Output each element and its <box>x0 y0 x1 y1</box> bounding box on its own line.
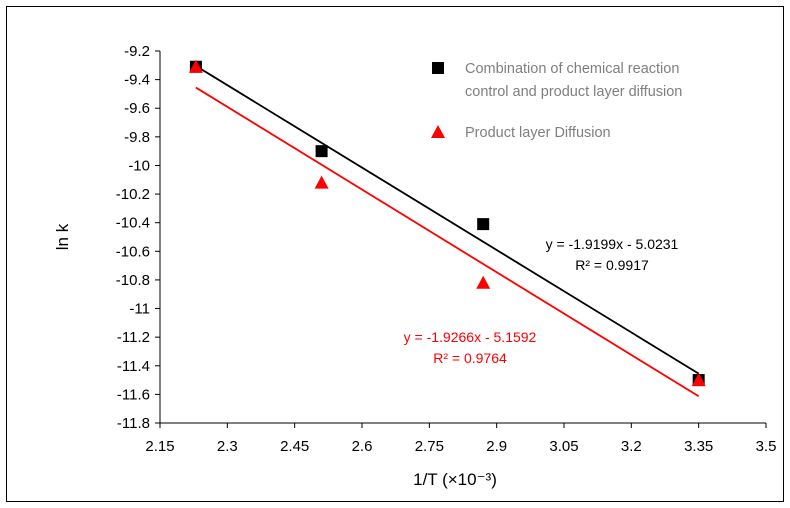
x-tick-label: 2.75 <box>415 438 444 455</box>
y-tick-label: -11.6 <box>117 386 150 403</box>
y-tick-label: -11.2 <box>117 329 150 346</box>
y-tick-label: -10.6 <box>116 243 150 260</box>
x-tick-label: 2.6 <box>352 438 373 455</box>
data-point-series-2 <box>691 373 706 387</box>
data-point-series-2 <box>314 175 329 189</box>
trendline-r2-1: R² = 0.9917 <box>575 257 649 273</box>
axis-titles: 1/T (×10⁻³) ln k <box>53 223 497 489</box>
legend-label-2: Product layer Diffusion <box>465 125 611 141</box>
legend-label-1: control and product layer diffusion <box>465 84 682 100</box>
legend-marker-1 <box>432 62 444 74</box>
trendlines <box>195 65 700 398</box>
x-tick-label: 3.2 <box>621 438 642 455</box>
y-tick-label: -9.6 <box>124 100 150 117</box>
trendline-equation-1: y = -1.9199x - 5.0231 <box>546 236 679 252</box>
y-tick-label: -9.4 <box>124 72 150 89</box>
y-tick-label: -11 <box>129 301 150 318</box>
data-point-series-1 <box>315 145 328 158</box>
data-point-series-1 <box>477 218 490 231</box>
axes <box>155 50 767 428</box>
legend-marker-2 <box>431 125 445 138</box>
y-tick-label: -10 <box>128 157 150 174</box>
trendline-1 <box>195 65 700 375</box>
data-point-series-2 <box>476 275 491 289</box>
y-tick-label: -11.8 <box>117 415 150 432</box>
trendline-equations: y = -1.9199x - 5.0231 R² = 0.9917 y = -1.9… <box>404 236 679 366</box>
y-tick-label: -11.4 <box>117 358 150 375</box>
trendline-2 <box>195 86 700 398</box>
y-tick-label: -9.2 <box>124 43 150 60</box>
y-tick-label: -9.8 <box>124 129 150 146</box>
x-tick-label: 2.15 <box>145 438 174 455</box>
legend: Combination of chemical reaction control … <box>431 61 682 141</box>
x-tick-label: 2.45 <box>280 438 309 455</box>
y-tick-label: -10.2 <box>116 186 150 203</box>
trendline-r2-2: R² = 0.9764 <box>433 350 507 366</box>
y-tick-label: -10.8 <box>116 272 150 289</box>
x-tick-label: 2.9 <box>486 438 507 455</box>
data-point-series-2 <box>188 59 203 73</box>
x-tick-label: 3.5 <box>756 438 777 455</box>
tick-labels: 2.15 2.3 2.45 2.6 2.75 2.9 3.05 3.2 3.35 3.5 -9.2 -… <box>116 43 777 455</box>
y-tick-label: -10.4 <box>116 215 150 232</box>
y-axis-title: ln k <box>53 223 72 250</box>
x-tick-label: 3.05 <box>549 438 578 455</box>
trendline-equation-2: y = -1.9266x - 5.1592 <box>404 329 537 345</box>
x-tick-label: 3.35 <box>684 438 713 455</box>
x-axis-title: 1/T (×10⁻³) <box>413 470 497 489</box>
chart-frame <box>6 6 784 502</box>
legend-label-1: Combination of chemical reaction <box>465 61 679 77</box>
data-markers <box>188 59 706 387</box>
x-tick-label: 2.3 <box>217 438 238 455</box>
